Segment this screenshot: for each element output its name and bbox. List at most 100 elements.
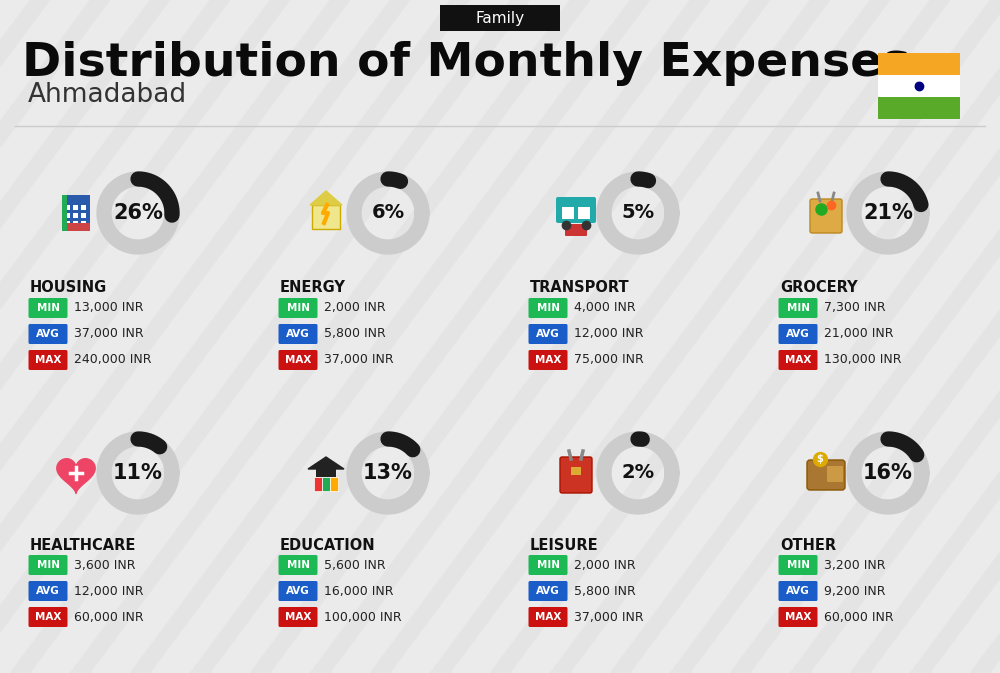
Text: MAX: MAX [535, 612, 561, 622]
Text: MIN: MIN [536, 303, 560, 313]
Text: 130,000 INR: 130,000 INR [824, 353, 902, 367]
Text: 5,800 INR: 5,800 INR [324, 328, 386, 341]
Text: AVG: AVG [786, 329, 810, 339]
FancyBboxPatch shape [81, 205, 86, 210]
Text: GROCERY: GROCERY [780, 281, 858, 295]
FancyBboxPatch shape [810, 199, 842, 233]
FancyBboxPatch shape [528, 298, 568, 318]
Text: MAX: MAX [285, 612, 311, 622]
Text: AVG: AVG [36, 586, 60, 596]
Text: MIN: MIN [786, 303, 810, 313]
Text: 26%: 26% [113, 203, 163, 223]
Text: 16,000 INR: 16,000 INR [324, 584, 394, 598]
Text: OTHER: OTHER [780, 538, 836, 553]
FancyBboxPatch shape [565, 224, 587, 236]
Text: AVG: AVG [786, 586, 810, 596]
FancyBboxPatch shape [316, 465, 336, 477]
FancyBboxPatch shape [778, 350, 818, 370]
Text: AVG: AVG [536, 586, 560, 596]
Text: 3,600 INR: 3,600 INR [74, 559, 136, 571]
Text: AVG: AVG [536, 329, 560, 339]
Text: 16%: 16% [863, 463, 913, 483]
Text: 13%: 13% [363, 463, 413, 483]
Text: 5%: 5% [621, 203, 655, 223]
Text: 12,000 INR: 12,000 INR [574, 328, 644, 341]
FancyBboxPatch shape [314, 477, 322, 491]
Text: LEISURE: LEISURE [530, 538, 599, 553]
Text: ENERGY: ENERGY [280, 281, 346, 295]
Text: EDUCATION: EDUCATION [280, 538, 376, 553]
Text: 5,800 INR: 5,800 INR [574, 584, 636, 598]
FancyBboxPatch shape [528, 324, 568, 344]
Text: 4,000 INR: 4,000 INR [574, 302, 636, 314]
Text: AVG: AVG [286, 586, 310, 596]
FancyBboxPatch shape [28, 298, 68, 318]
FancyBboxPatch shape [73, 213, 78, 218]
Text: 60,000 INR: 60,000 INR [74, 610, 144, 623]
FancyBboxPatch shape [778, 298, 818, 318]
FancyBboxPatch shape [28, 607, 68, 627]
Text: AVG: AVG [286, 329, 310, 339]
FancyBboxPatch shape [322, 477, 330, 491]
Text: 75,000 INR: 75,000 INR [574, 353, 644, 367]
FancyBboxPatch shape [62, 223, 90, 231]
Text: MIN: MIN [536, 560, 560, 570]
FancyBboxPatch shape [73, 205, 78, 210]
Text: 11%: 11% [113, 463, 163, 483]
FancyBboxPatch shape [278, 298, 318, 318]
Text: 37,000 INR: 37,000 INR [324, 353, 394, 367]
Text: HEALTHCARE: HEALTHCARE [30, 538, 136, 553]
Text: MAX: MAX [35, 612, 61, 622]
Text: Ahmadabad: Ahmadabad [28, 82, 187, 108]
FancyBboxPatch shape [878, 53, 960, 75]
Text: Family: Family [475, 11, 525, 26]
FancyBboxPatch shape [778, 607, 818, 627]
Text: 5,600 INR: 5,600 INR [324, 559, 386, 571]
Text: MAX: MAX [785, 355, 811, 365]
FancyBboxPatch shape [65, 213, 70, 218]
FancyBboxPatch shape [556, 197, 596, 223]
Text: 37,000 INR: 37,000 INR [574, 610, 644, 623]
FancyBboxPatch shape [28, 324, 68, 344]
Text: 3,200 INR: 3,200 INR [824, 559, 886, 571]
FancyBboxPatch shape [62, 195, 67, 231]
Polygon shape [310, 191, 342, 205]
Polygon shape [57, 459, 95, 493]
FancyBboxPatch shape [807, 460, 845, 490]
FancyBboxPatch shape [778, 324, 818, 344]
FancyBboxPatch shape [571, 467, 581, 475]
FancyBboxPatch shape [528, 555, 568, 575]
Text: 21%: 21% [863, 203, 913, 223]
Text: Distribution of Monthly Expenses: Distribution of Monthly Expenses [22, 40, 910, 85]
FancyBboxPatch shape [278, 555, 318, 575]
FancyBboxPatch shape [528, 350, 568, 370]
FancyBboxPatch shape [278, 607, 318, 627]
FancyBboxPatch shape [778, 581, 818, 601]
Text: MAX: MAX [285, 355, 311, 365]
FancyBboxPatch shape [28, 350, 68, 370]
Text: HOUSING: HOUSING [30, 281, 107, 295]
FancyBboxPatch shape [312, 205, 340, 229]
FancyBboxPatch shape [81, 213, 86, 218]
FancyBboxPatch shape [578, 207, 590, 219]
FancyBboxPatch shape [81, 221, 86, 226]
Text: MIN: MIN [786, 560, 810, 570]
Text: MAX: MAX [785, 612, 811, 622]
FancyBboxPatch shape [28, 581, 68, 601]
Text: 2,000 INR: 2,000 INR [574, 559, 636, 571]
Text: 2,000 INR: 2,000 INR [324, 302, 386, 314]
FancyBboxPatch shape [330, 477, 338, 491]
Text: MIN: MIN [287, 560, 310, 570]
FancyBboxPatch shape [528, 581, 568, 601]
Text: MAX: MAX [35, 355, 61, 365]
Text: 60,000 INR: 60,000 INR [824, 610, 894, 623]
Text: 9,200 INR: 9,200 INR [824, 584, 886, 598]
Text: 7,300 INR: 7,300 INR [824, 302, 886, 314]
FancyBboxPatch shape [528, 607, 568, 627]
FancyBboxPatch shape [878, 97, 960, 119]
FancyBboxPatch shape [878, 75, 960, 97]
Polygon shape [308, 457, 344, 469]
Text: 240,000 INR: 240,000 INR [74, 353, 152, 367]
FancyBboxPatch shape [62, 195, 90, 231]
Text: MIN: MIN [287, 303, 310, 313]
